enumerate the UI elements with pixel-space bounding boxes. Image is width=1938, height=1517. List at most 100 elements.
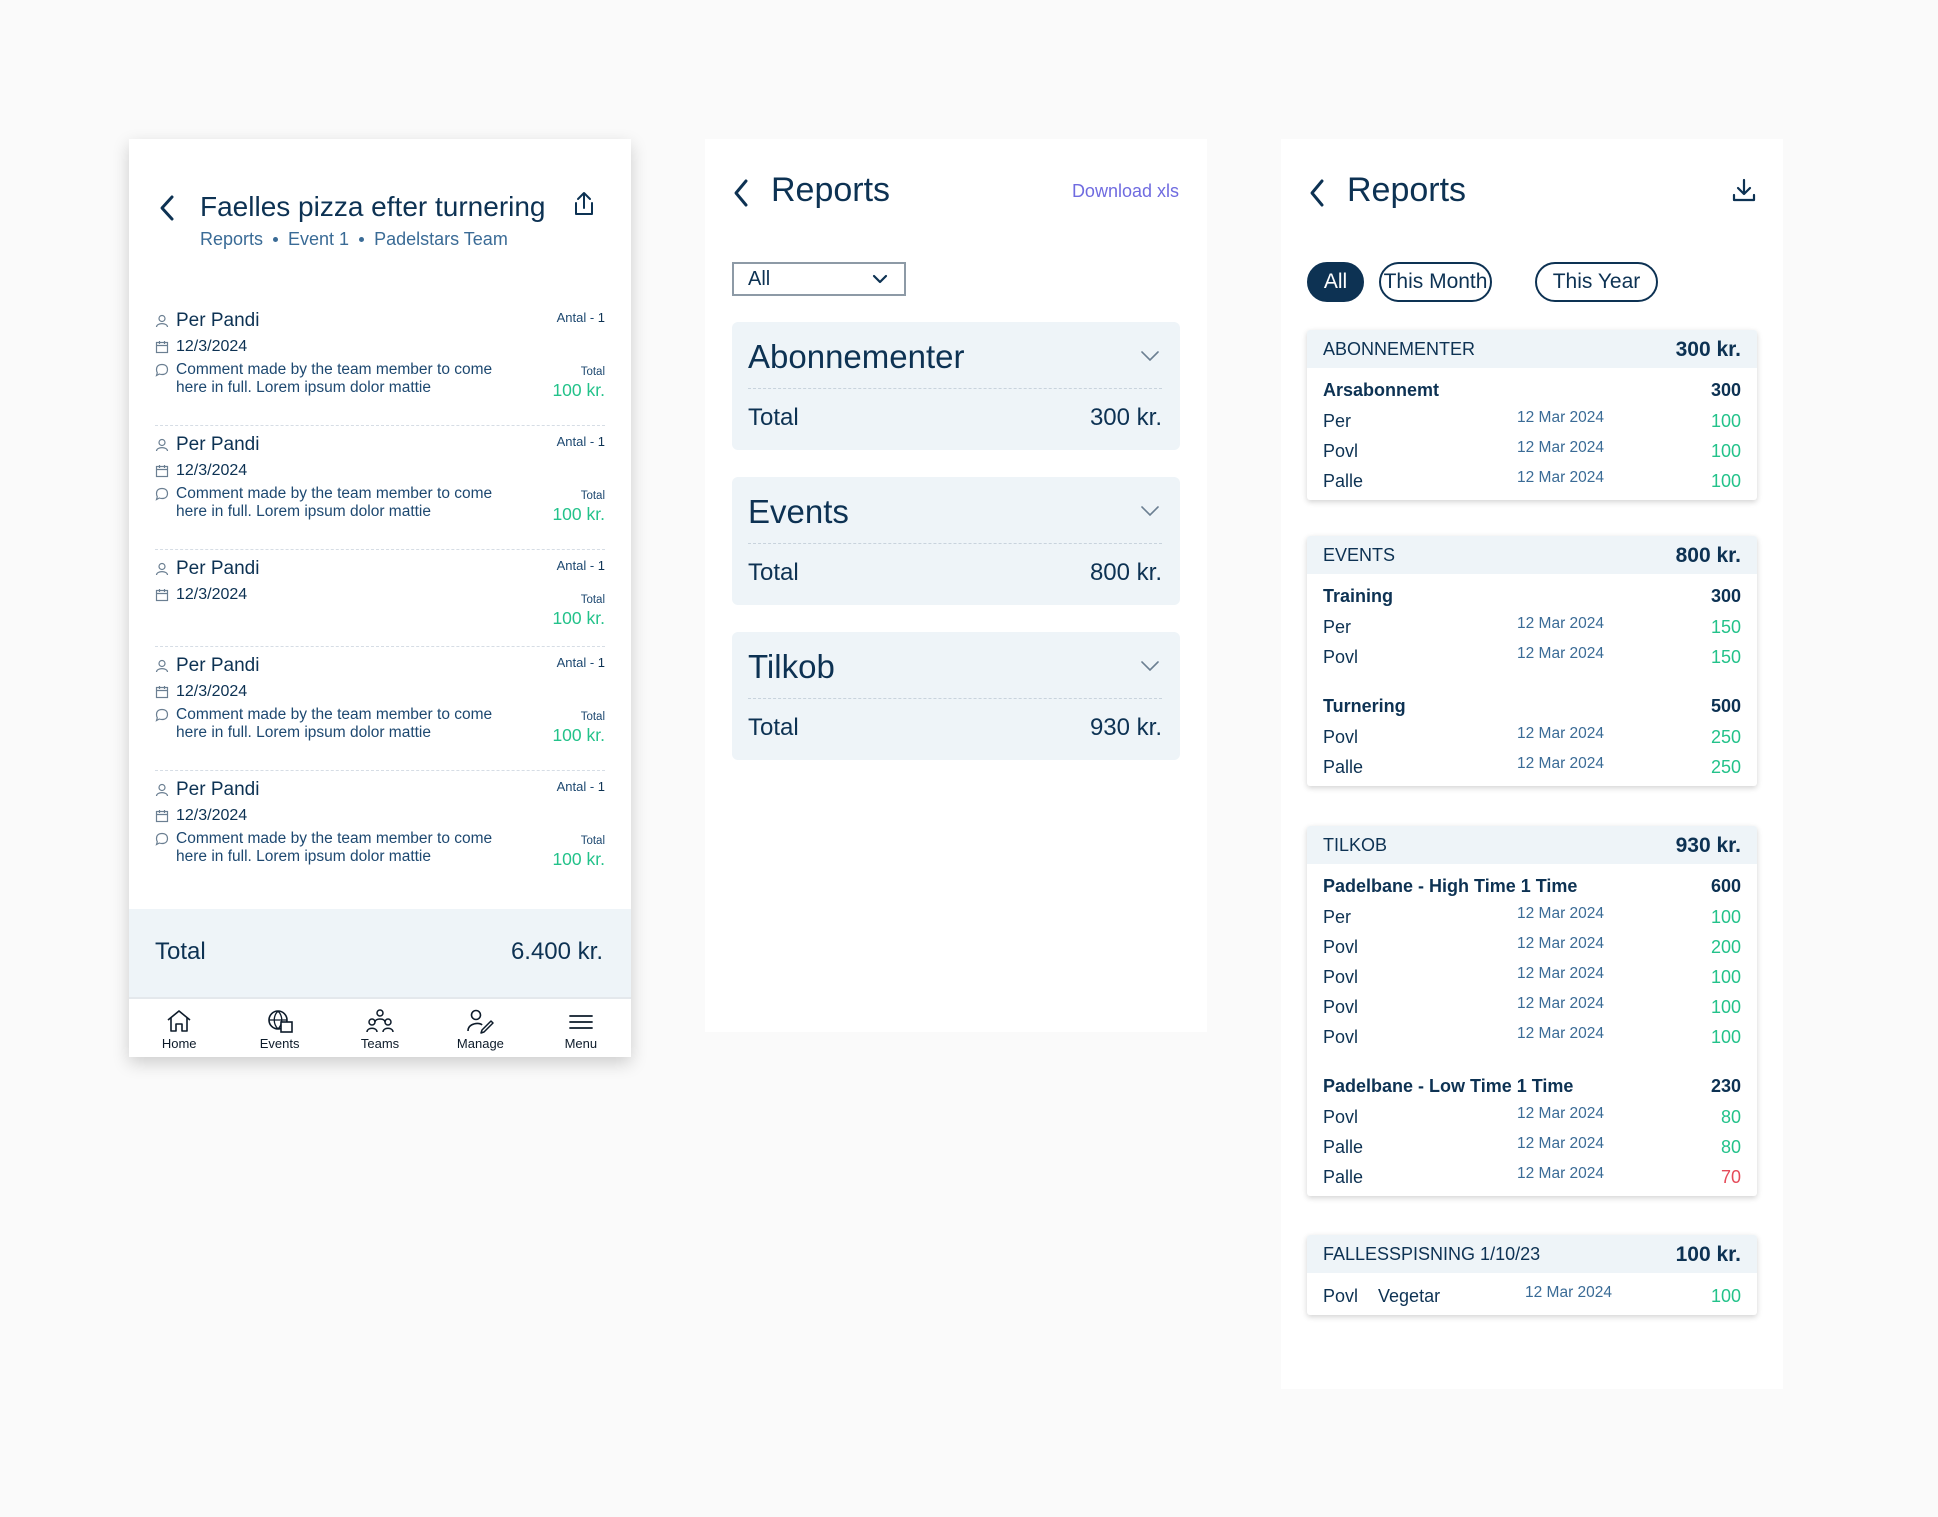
table-row[interactable]: Povl 12 Mar 2024 250 [1307,720,1757,750]
row-date: 12 Mar 2024 [1517,1165,1605,1182]
person-icon [155,783,169,797]
calendar-icon [155,809,169,823]
calendar-icon [155,464,169,478]
table-row[interactable]: Povl Vegetar 12 Mar 2024 100 [1307,1279,1757,1309]
entry-comment: Comment made by the team member to come … [176,830,493,865]
table-row[interactable]: Povl 12 Mar 2024 80 [1307,1100,1757,1130]
divider [748,543,1162,544]
row-date: 12 Mar 2024 [1517,755,1605,772]
table-row[interactable]: Povl 12 Mar 2024 100 [1307,960,1757,990]
entry-name: Per Pandi [176,434,260,455]
table-row[interactable]: Per 12 Mar 2024 150 [1307,610,1757,640]
entry-date: 12/3/2024 [176,462,248,479]
card-title: ABONNEMENTER [1323,339,1476,359]
total-bar: Total 6.400 kr. [129,909,631,997]
filter-select[interactable]: All [732,262,906,296]
download-xls-link[interactable]: Download xls [1071,181,1179,201]
back-arrow-icon[interactable] [157,194,177,222]
report-card: TILKOB 930 kr. Padelbane - High Time 1 Tim… [1307,826,1757,1196]
row-date: 12 Mar 2024 [1517,1135,1605,1152]
nav-manage[interactable]: Manage [430,999,530,1057]
table-row[interactable]: Palle 12 Mar 2024 100 [1307,464,1757,494]
back-arrow-icon[interactable] [731,177,751,209]
entry-total-label: Total [580,711,605,723]
download-icon[interactable] [1731,177,1757,203]
section-title: Tilkob [748,648,835,685]
card-title: EVENTS [1323,545,1396,565]
row-date: 12 Mar 2024 [1517,1105,1605,1122]
table-row[interactable]: Palle 12 Mar 2024 70 [1307,1160,1757,1190]
row-amount: 100 [1710,997,1741,1017]
person-icon [155,659,169,673]
row-amount: 150 [1710,617,1741,637]
reports-detail-screen: Reports All This Month This Year ABONNEM… [1281,139,1783,1389]
section-total-label: Total [748,404,799,431]
report-card: EVENTS 800 kr. Training 300 Per 12 Mar 2024 15… [1307,536,1757,786]
card-amount: 800 kr. [1675,544,1741,567]
table-row[interactable]: Povl 12 Mar 2024 150 [1307,640,1757,670]
total-value: 6.400 kr. [510,938,603,965]
teams-icon [365,1008,395,1034]
chevron-down-icon[interactable] [1140,505,1160,517]
row-date: 12 Mar 2024 [1517,935,1605,952]
report-section-tilkob[interactable]: Tilkob Total 930 kr. [732,632,1180,760]
table-row[interactable]: Povl 12 Mar 2024 100 [1307,1020,1757,1050]
section-total-label: Total [748,559,799,586]
breadcrumb-item[interactable]: Padelstars Team [374,229,508,249]
nav-home[interactable]: Home [129,999,229,1057]
section-total-value: 800 kr. [1089,559,1162,586]
antal-label: Antal - [556,434,598,449]
group-name: Turnering [1323,696,1406,716]
nav-menu[interactable]: Menu [531,999,631,1057]
report-section-events[interactable]: Events Total 800 kr. [732,477,1180,605]
entry-name: Per Pandi [176,310,260,331]
divider [155,549,605,550]
table-row[interactable]: Povl 12 Mar 2024 100 [1307,434,1757,464]
breadcrumb-item[interactable]: Reports [200,229,264,249]
chip-this-year[interactable]: This Year [1535,262,1658,302]
calendar-icon [155,340,169,354]
chip-all[interactable]: All [1307,262,1364,302]
nav-label: Home [161,1036,197,1051]
member-name: Povl [1323,727,1359,747]
entry-comment: Comment made by the team member to come … [176,485,493,520]
nav-events[interactable]: Events [229,999,329,1057]
entry-name: Per Pandi [176,779,260,800]
table-row[interactable]: Per 12 Mar 2024 100 [1307,900,1757,930]
card-amount: 930 kr. [1675,834,1741,857]
page-title: Reports [771,171,891,209]
row-amount: 100 [1710,907,1741,927]
chevron-down-icon[interactable] [1140,350,1160,362]
row-date: 12 Mar 2024 [1517,725,1605,742]
group-name: Arsabonnemt [1323,380,1440,400]
report-section-abonnementer[interactable]: Abonnementer Total 300 kr. [732,322,1180,450]
entry-total-label: Total [580,366,605,378]
divider [748,388,1162,389]
nav-teams[interactable]: Teams [330,999,430,1057]
antal-label: Antal - [556,655,598,670]
member-name: Per [1323,617,1352,637]
table-row[interactable]: Povl 12 Mar 2024 100 [1307,990,1757,1020]
group-name: Training [1323,586,1394,606]
row-date: 12 Mar 2024 [1517,469,1605,486]
chip-this-month[interactable]: This Month [1379,262,1492,302]
entry-date-row: 12/3/2024 [155,683,247,701]
table-row[interactable]: Palle 12 Mar 2024 80 [1307,1130,1757,1160]
back-arrow-icon[interactable] [1307,177,1327,209]
entry-date-row: 12/3/2024 [155,338,247,356]
member-name: Per [1323,411,1352,431]
entry-name-row: Per Pandi [155,434,259,456]
table-row[interactable]: Per 12 Mar 2024 100 [1307,404,1757,434]
menu-icon [567,1008,595,1034]
chevron-down-icon[interactable] [1140,660,1160,672]
report-card: FALLESSPISNING 1/10/23 100 kr. Povl Vegeta… [1307,1235,1757,1315]
row-amount: 70 [1720,1167,1741,1187]
breadcrumb-item[interactable]: Event 1 [288,229,350,249]
group-row: Turnering 500 [1307,690,1757,720]
table-row[interactable]: Palle 12 Mar 2024 250 [1307,750,1757,780]
entry-comment-row: Comment made by the team member to come … [155,485,516,521]
share-icon[interactable] [572,191,596,217]
nav-label: Events [259,1036,300,1051]
row-amount: 250 [1710,757,1741,777]
table-row[interactable]: Povl 12 Mar 2024 200 [1307,930,1757,960]
